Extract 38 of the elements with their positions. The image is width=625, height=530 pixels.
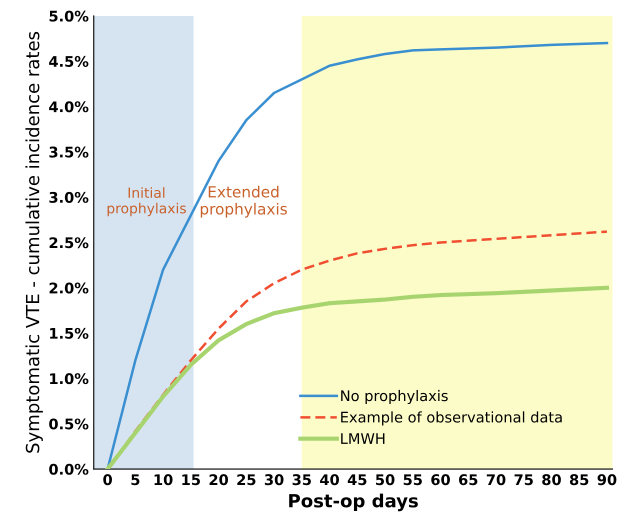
x-tick-label: 75 <box>514 474 533 486</box>
y-tick-label: 2.0% <box>50 282 88 294</box>
x-tick-label: 60 <box>431 474 450 486</box>
x-tick-label: 45 <box>348 474 366 486</box>
x-tick-label: 0 <box>103 474 112 486</box>
x-tick-label: 15 <box>182 474 200 486</box>
band-label: Extended prophylaxis <box>200 186 287 218</box>
y-tick-label: 3.5% <box>49 146 88 158</box>
x-tick-label: 40 <box>320 474 339 486</box>
legend-label: LMWH <box>341 433 384 444</box>
x-tick-label: 20 <box>210 474 228 486</box>
x-axis-title: Post-op days <box>289 494 418 512</box>
legend-label: No prophylaxis <box>341 390 448 404</box>
legend-label: Example of observational data <box>341 411 562 426</box>
x-tick-label: 25 <box>237 474 256 486</box>
y-tick-label: 0.0% <box>49 464 88 475</box>
y-axis-title: Symptomatic VTE - cumulative incidence rates <box>25 32 43 453</box>
x-tick-label: 80 <box>542 474 561 486</box>
x-tick-label: 5 <box>131 474 140 486</box>
y-tick-label: 1.0% <box>50 373 88 384</box>
x-tick-label: 90 <box>598 474 616 486</box>
y-tick-label: 4.0% <box>49 101 88 112</box>
y-tick-label: 2.5% <box>50 237 88 248</box>
x-tick-label: 10 <box>154 474 173 486</box>
y-tick-label: 4.5% <box>49 56 88 67</box>
x-tick-label: 30 <box>264 474 284 486</box>
y-tick-label: 0.5% <box>49 418 88 430</box>
line-series <box>106 286 610 470</box>
x-tick-label: 85 <box>570 474 588 486</box>
y-tick-label: 1.5% <box>50 328 88 339</box>
y-tick-label: 3.0% <box>49 192 88 203</box>
y-tick-label: 5.0% <box>50 10 88 22</box>
x-tick-label: 65 <box>459 474 478 486</box>
x-tick-label: 55 <box>404 474 422 486</box>
x-tick-label: 50 <box>376 474 394 486</box>
x-tick-label: 70 <box>486 474 506 486</box>
x-tick-label: 35 <box>292 474 311 486</box>
band-label: Initial prophylaxis <box>108 187 186 216</box>
